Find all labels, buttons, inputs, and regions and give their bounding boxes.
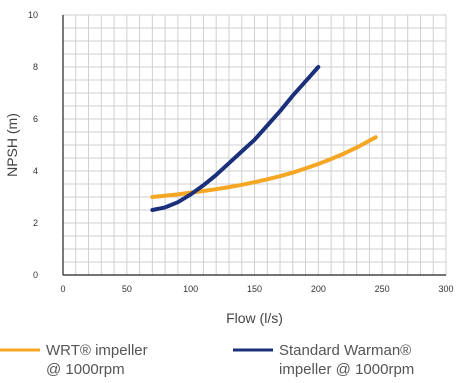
x-axis-label: Flow (l/s): [226, 310, 283, 326]
series-line-wrt: [150, 135, 378, 199]
legend-label: @ 1000rpm: [46, 361, 125, 378]
legend-item: WRT® impeller @ 1000rpm: [0, 342, 148, 378]
y-tick-label: 10: [28, 10, 38, 20]
x-tick-label: 100: [183, 284, 198, 294]
y-axis-label: NPSH (m): [4, 113, 20, 177]
y-tick-label: 6: [33, 114, 38, 124]
y-tick-label: 8: [33, 62, 38, 72]
x-tick-labels: 0 50 100 150 200 250 300: [60, 284, 453, 294]
x-tick-label: 0: [60, 284, 65, 294]
legend-label: WRT® impeller: [46, 342, 148, 359]
x-tick-label: 150: [247, 284, 262, 294]
x-tick-label: 200: [311, 284, 326, 294]
legend-item: Standard Warman® impeller @ 1000rpm: [233, 342, 414, 378]
grid: [63, 15, 446, 275]
axes: [62, 14, 447, 276]
y-tick-labels: 0 2 4 6 8 10: [28, 10, 38, 280]
x-tick-label: 300: [438, 284, 453, 294]
legend: WRT® impeller @ 1000rpm Standard Warman® im…: [0, 342, 414, 378]
y-tick-label: 2: [33, 218, 38, 228]
series-lines: [150, 65, 378, 212]
series-line-standard-warman: [150, 65, 321, 212]
y-tick-label: 4: [33, 166, 38, 176]
legend-label: impeller @ 1000rpm: [279, 361, 414, 378]
y-tick-label: 0: [33, 270, 38, 280]
legend-label: Standard Warman®: [279, 342, 411, 359]
x-tick-label: 250: [375, 284, 390, 294]
x-tick-label: 50: [122, 284, 132, 294]
